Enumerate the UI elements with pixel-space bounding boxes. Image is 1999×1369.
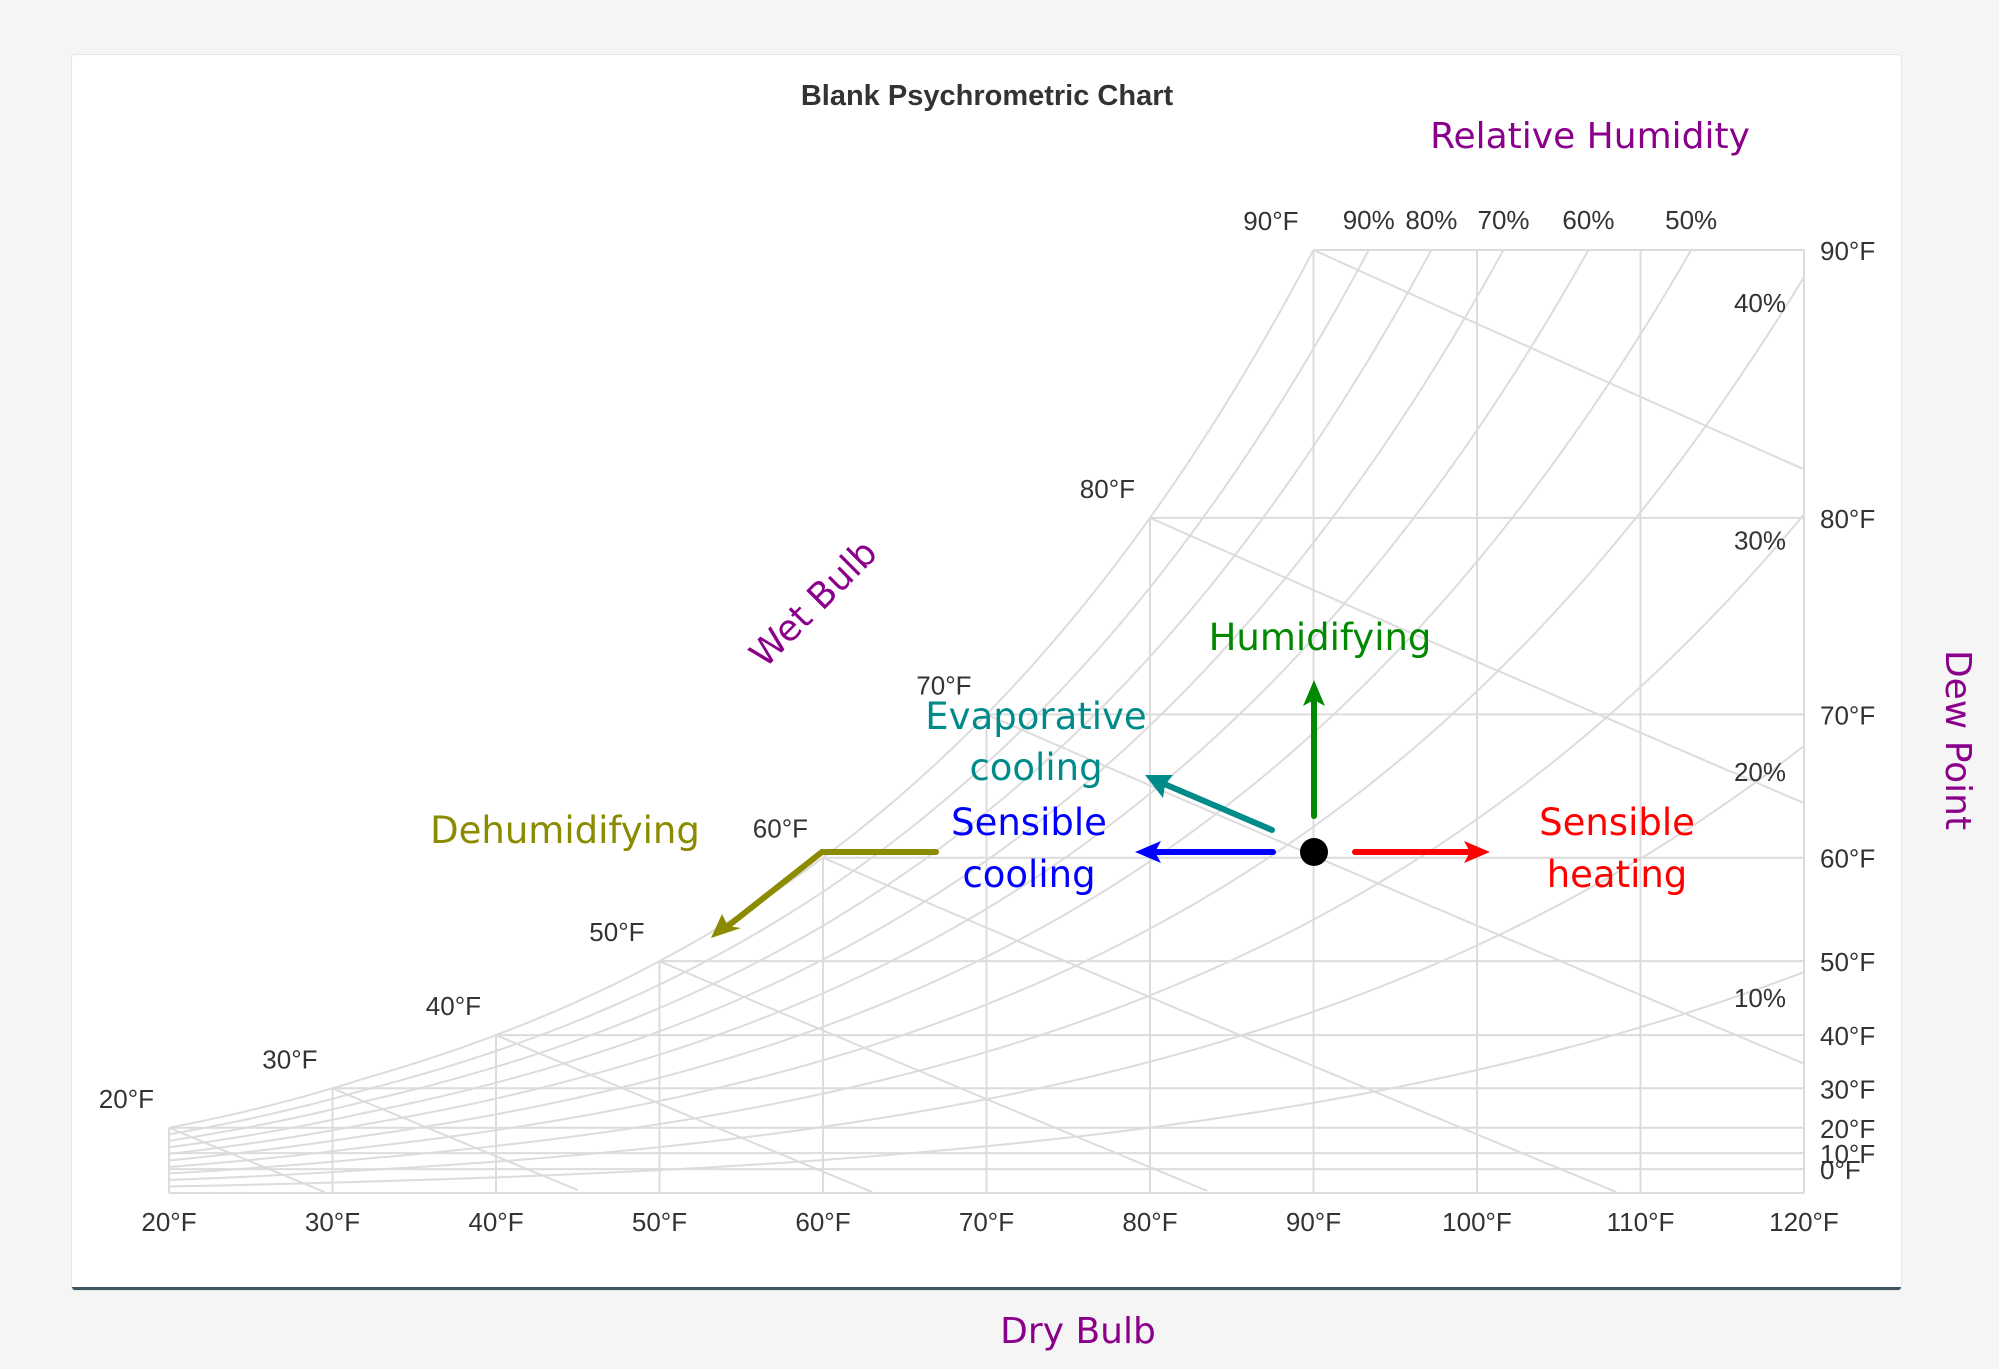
rh-curve-10 (168, 971, 1805, 1188)
dew-point-tick-label: 50°F (1820, 947, 1875, 977)
wet-bulb-label: 30°F (262, 1044, 317, 1074)
dew-point-tick-label: 40°F (1820, 1021, 1875, 1051)
rh-curve-70 (168, 249, 1505, 1149)
rh-top-label: 90% (1343, 205, 1395, 235)
wet-bulb-label: 80°F (1080, 474, 1135, 504)
wet-bulb-label: 70°F (916, 670, 971, 700)
wet-bulb-line-80 (1149, 516, 1805, 804)
dew-point-tick-label: 10°F (1820, 1139, 1875, 1169)
x-tick-label: 90°F (1286, 1207, 1341, 1237)
dew-point-tick-label: 30°F (1820, 1074, 1875, 1104)
evaporative-cooling-label-line1: Evaporative (925, 695, 1146, 738)
sensible-cooling-arrow (1135, 841, 1276, 863)
dew-point-tick-label: 60°F (1820, 844, 1875, 874)
rh-side-label: 20% (1734, 757, 1786, 787)
rh-curve-60 (168, 249, 1590, 1155)
wet-bulb-line-20 (168, 1126, 325, 1193)
chart-title: Blank Psychrometric Chart (801, 80, 1174, 112)
dew-point-tick-label: 0°F (1820, 1155, 1861, 1185)
x-tick-label: 50°F (632, 1207, 687, 1237)
grid-lines (168, 249, 1805, 1194)
x-tick-label: 120°F (1769, 1207, 1839, 1237)
x-tick-label: 60°F (795, 1207, 850, 1237)
x-tick-label: 100°F (1442, 1207, 1512, 1237)
dew-point-axis-label: Dew Point (1937, 650, 1978, 830)
tick-labels: 20°F 30°F 40°F 50°F 60°F 70°F 80°F 90°F 100°F 110… (99, 205, 1875, 1237)
rh-curve-40 (168, 276, 1805, 1168)
rh-curve-80 (168, 249, 1433, 1142)
wet-bulb-line-30 (332, 1087, 579, 1192)
x-tick-label: 40°F (468, 1207, 523, 1237)
rh-top-label: 80% (1405, 205, 1457, 235)
wet-bulb-label: 90°F (1243, 206, 1298, 236)
dehumidifying-arrow (711, 849, 939, 938)
sensible-cooling-label-line1: Sensible (951, 801, 1107, 844)
dew-point-tick-label: 80°F (1820, 504, 1875, 534)
rh-curve-30 (168, 513, 1805, 1175)
wet-bulb-label: 40°F (426, 991, 481, 1021)
evaporative-cooling-label-line2: cooling (969, 746, 1102, 789)
dew-point-tick-label: 90°F (1820, 236, 1875, 266)
rh-curve-90 (168, 249, 1370, 1136)
bottom-bar (72, 1287, 1901, 1290)
sensible-heating-label-line2: heating (1547, 853, 1688, 896)
rh-top-label: 70% (1478, 205, 1530, 235)
wet-bulb-line-50 (659, 960, 1208, 1192)
dry-bulb-axis-label: Dry Bulb (1000, 1311, 1156, 1352)
dew-point-tick-label: 20°F (1820, 1114, 1875, 1144)
wet-bulb-label: 50°F (589, 917, 644, 947)
wet-bulb-label: 60°F (753, 814, 808, 844)
rh-axis-label: Relative Humidity (1430, 116, 1750, 157)
x-tick-label: 110°F (1607, 1207, 1675, 1237)
wet-bulb-axis-label: Wet Bulb (742, 532, 885, 675)
dew-point-tick-label: 70°F (1820, 700, 1875, 730)
wet-bulb-label: 20°F (99, 1084, 154, 1114)
rh-side-label: 40% (1734, 288, 1786, 318)
x-tick-label: 70°F (959, 1207, 1014, 1237)
evaporative-cooling-arrow (1145, 775, 1275, 833)
sensible-cooling-label-line2: cooling (962, 853, 1095, 896)
humidifying-label: Humidifying (1209, 616, 1432, 659)
rh-top-label: 50% (1665, 205, 1717, 235)
x-tick-label: 30°F (305, 1207, 360, 1237)
state-point (1300, 838, 1328, 866)
humidifying-arrow (1303, 680, 1325, 819)
rh-side-label: 10% (1734, 983, 1786, 1013)
rh-top-label: 60% (1562, 205, 1614, 235)
wet-bulb-line-60 (822, 856, 1617, 1193)
wet-bulb-line-90 (1313, 249, 1805, 471)
x-tick-label: 80°F (1122, 1207, 1177, 1237)
x-tick-label: 20°F (141, 1207, 196, 1237)
dehumidifying-label: Dehumidifying (430, 809, 700, 852)
process-arrows (711, 680, 1490, 938)
wet-bulb-line-40 (495, 1034, 873, 1193)
sensible-heating-label-line1: Sensible (1539, 801, 1695, 844)
wet-bulb-line-70 (986, 713, 1805, 1065)
rh-side-label: 30% (1734, 525, 1786, 555)
sensible-heating-arrow (1352, 841, 1490, 863)
